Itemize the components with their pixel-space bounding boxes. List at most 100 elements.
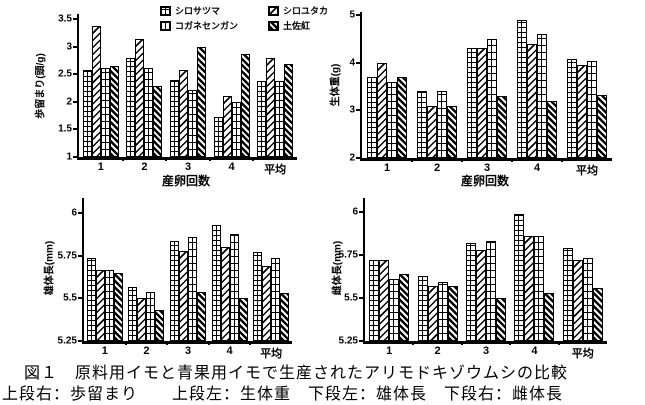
bar-シロユタカ-平均 bbox=[262, 266, 272, 341]
plot-area-weight: 2 3 4 5 1 2 3 4 平均 bbox=[349, 9, 612, 177]
y-tick-label: 5.75 bbox=[338, 249, 358, 261]
x-tick-label: 1 bbox=[97, 161, 104, 173]
bar-シロユタカ-2 bbox=[135, 39, 145, 157]
x-tick-mark bbox=[208, 157, 211, 161]
legend-label: シロサツマ bbox=[175, 6, 221, 16]
bar-シロユタカ-平均 bbox=[577, 64, 587, 158]
y-tick-label: 3 bbox=[349, 104, 355, 116]
bar-シロサツマ-3 bbox=[467, 48, 477, 158]
y-tick-mark bbox=[359, 210, 363, 213]
bar-シロユタカ-2 bbox=[427, 285, 438, 341]
bar-コガネセンガン-平均 bbox=[587, 61, 597, 158]
x-tick-mark bbox=[165, 157, 168, 161]
bar-シロユタカ-平均 bbox=[266, 58, 276, 157]
bar-コガネセンガン-2 bbox=[144, 68, 154, 157]
bar-コガネセンガン-3 bbox=[486, 241, 496, 341]
x-tick-mark bbox=[124, 341, 127, 345]
x-tick-mark bbox=[249, 341, 252, 345]
bar-シロサツマ-3 bbox=[170, 240, 179, 341]
bar-土佐紅-平均 bbox=[597, 95, 607, 158]
bar-シロサツマ-平均 bbox=[567, 58, 577, 158]
bar-シロサツマ-4 bbox=[211, 225, 221, 341]
y-tick-mark bbox=[73, 128, 77, 131]
legend-item-shiroyutaka: シロユタカ bbox=[268, 4, 328, 17]
bar-土佐紅-3 bbox=[497, 95, 507, 158]
legend-swatch-diagonal-icon bbox=[268, 5, 279, 16]
y-tick-label: 4 bbox=[349, 57, 355, 69]
bar-シロサツマ-4 bbox=[514, 213, 525, 341]
bar-土佐紅-1 bbox=[397, 76, 407, 158]
y-tick-mark bbox=[78, 212, 82, 215]
bar-シロサツマ-平均 bbox=[257, 81, 267, 157]
bar-土佐紅-平均 bbox=[280, 293, 290, 341]
x-tick-label: 2 bbox=[143, 345, 150, 357]
y-tick-mark bbox=[78, 297, 82, 300]
y-tick-mark bbox=[356, 61, 360, 64]
y-tick-label: 2.5 bbox=[58, 68, 72, 80]
y-tick-mark bbox=[359, 253, 363, 256]
bar-コガネセンガン-2 bbox=[437, 91, 447, 158]
bar-コガネセンガン-2 bbox=[437, 282, 448, 341]
x-tick-mark bbox=[509, 341, 512, 345]
y-tick-mark bbox=[73, 156, 77, 158]
bar-コガネセンガン-2 bbox=[146, 291, 156, 341]
bar-コガネセンガン-3 bbox=[188, 237, 197, 341]
y-tick-label: 2 bbox=[349, 152, 355, 164]
bar-コガネセンガン-3 bbox=[487, 38, 497, 158]
bar-コガネセンガン-4 bbox=[231, 101, 241, 157]
x-tick-label: 4 bbox=[531, 345, 538, 357]
y-tick-label: 5.25 bbox=[338, 335, 358, 347]
y-tick-mark bbox=[73, 45, 77, 48]
bar-コガネセンガン-1 bbox=[104, 269, 114, 341]
y-tick-label: 6 bbox=[352, 206, 358, 218]
bar-シロサツマ-1 bbox=[369, 260, 380, 341]
legend-label: 土佐紅 bbox=[283, 21, 311, 31]
x-tick-mark bbox=[561, 158, 563, 162]
x-tick-label: 3 bbox=[184, 161, 192, 173]
bar-シロユタカ-4 bbox=[527, 43, 537, 158]
bar-シロサツマ-1 bbox=[82, 70, 92, 157]
bar-シロユタカ-1 bbox=[377, 62, 387, 158]
x-tick-label: 平均 bbox=[264, 164, 287, 176]
y-tick-mark bbox=[73, 73, 77, 76]
bar-コガネセンガン-1 bbox=[100, 67, 110, 157]
x-tick-label: 4 bbox=[533, 162, 541, 174]
x-tick-mark bbox=[412, 341, 415, 345]
bar-コガネセンガン-1 bbox=[389, 278, 400, 341]
y-tick-label: 3.5 bbox=[58, 13, 72, 25]
bar-シロサツマ-2 bbox=[126, 58, 136, 157]
bar-シロサツマ-1 bbox=[367, 76, 377, 158]
y-tick-mark bbox=[73, 100, 77, 103]
bar-シロサツマ-4 bbox=[213, 116, 223, 157]
x-tick-mark bbox=[166, 341, 169, 345]
x-tick-label: 3 bbox=[482, 345, 490, 357]
bar-シロユタカ-4 bbox=[222, 96, 232, 157]
legend-label: コガネセンガン bbox=[175, 21, 239, 31]
bar-シロサツマ-2 bbox=[417, 275, 428, 341]
y-tick-label: 5.5 bbox=[63, 292, 77, 304]
x-tick-label: 2 bbox=[433, 162, 441, 174]
legend-item-tosabeni: 土佐紅 bbox=[268, 19, 328, 32]
bar-シロユタカ-2 bbox=[137, 298, 147, 341]
legend-label: シロユタカ bbox=[283, 6, 329, 16]
plot-area-male-length: 5.25 5.5 5.75 6 1 2 3 4 平均 bbox=[58, 198, 292, 360]
bar-シロサツマ-2 bbox=[128, 286, 138, 341]
bar-シロユタカ-1 bbox=[95, 269, 105, 341]
x-tick-label: 1 bbox=[386, 345, 393, 357]
x-tick-label: 平均 bbox=[571, 348, 594, 360]
y-tick-mark bbox=[356, 13, 360, 16]
bar-シロユタカ-1 bbox=[91, 26, 101, 157]
legend-item-koganesengan: コガネセンガン bbox=[160, 19, 256, 32]
bar-コガネセンガン-3 bbox=[188, 89, 197, 157]
legend-swatch-dense-diagonal-icon bbox=[268, 20, 279, 31]
y-tick-label: 5.5 bbox=[344, 292, 358, 304]
x-axis-label-weight: 産卵回数 bbox=[460, 174, 510, 188]
x-tick-mark bbox=[252, 157, 255, 161]
legend-item-shirosatsuma: シロサツマ bbox=[160, 4, 256, 17]
bar-土佐紅-1 bbox=[113, 272, 123, 341]
bar-シロサツマ-平均 bbox=[562, 247, 573, 341]
y-tick-mark bbox=[359, 296, 363, 299]
legend-swatch-hlines-icon bbox=[160, 5, 171, 16]
bar-土佐紅-1 bbox=[109, 65, 119, 157]
y-tick-label: 5.25 bbox=[57, 335, 77, 347]
